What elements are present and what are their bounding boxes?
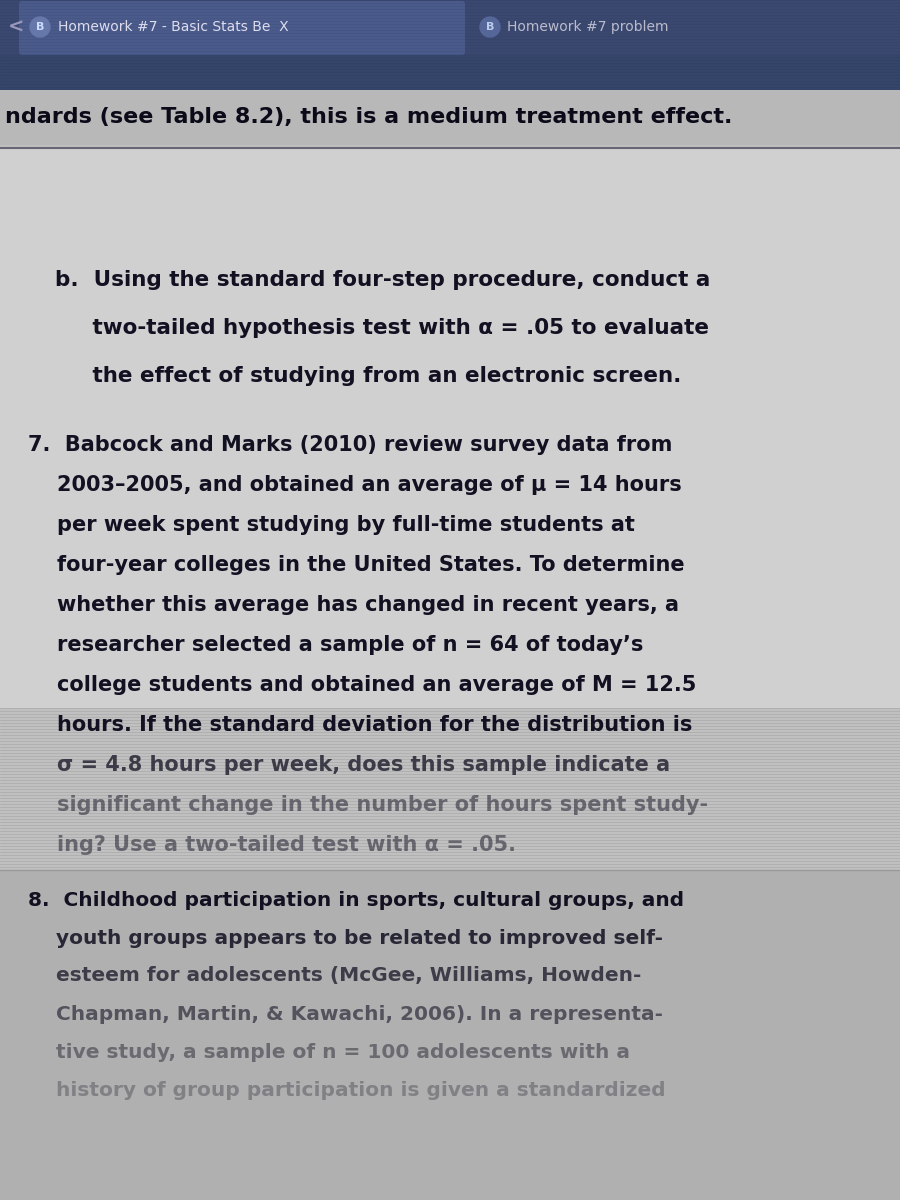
Text: <: < [8,18,24,36]
Text: hours. If the standard deviation for the distribution is: hours. If the standard deviation for the… [28,715,692,734]
Text: esteem for adolescents (McGee, Williams, Howden-: esteem for adolescents (McGee, Williams,… [28,966,642,985]
Text: Chapman, Martin, & Kawachi, 2006). In a representa-: Chapman, Martin, & Kawachi, 2006). In a … [28,1004,663,1024]
Circle shape [30,17,50,37]
Text: σ = 4.8 hours per week, does this sample indicate a: σ = 4.8 hours per week, does this sample… [28,755,670,775]
Text: history of group participation is given a standardized: history of group participation is given … [28,1080,666,1099]
FancyBboxPatch shape [19,1,465,55]
FancyBboxPatch shape [0,90,900,1200]
Text: two-tailed hypothesis test with α = .05 to evaluate: two-tailed hypothesis test with α = .05 … [55,318,709,338]
Text: Homework #7 - Basic Stats Be  X: Homework #7 - Basic Stats Be X [58,20,289,34]
Circle shape [480,17,500,37]
Text: B: B [36,22,44,32]
Text: 7.  Babcock and Marks (2010) review survey data from: 7. Babcock and Marks (2010) review surve… [28,434,672,455]
FancyBboxPatch shape [0,90,900,145]
Text: ndards (see Table 8.2), this is a medium treatment effect.: ndards (see Table 8.2), this is a medium… [5,108,733,127]
Text: four-year colleges in the United States. To determine: four-year colleges in the United States.… [28,554,685,575]
Text: per week spent studying by full-time students at: per week spent studying by full-time stu… [28,515,634,535]
Text: 2003–2005, and obtained an average of μ = 14 hours: 2003–2005, and obtained an average of μ … [28,475,682,494]
Text: ing? Use a two-tailed test with α = .05.: ing? Use a two-tailed test with α = .05. [28,835,516,854]
Text: significant change in the number of hours spent study-: significant change in the number of hour… [28,794,708,815]
Text: college students and obtained an average of M = 12.5: college students and obtained an average… [28,674,697,695]
Text: 8.  Childhood participation in sports, cultural groups, and: 8. Childhood participation in sports, cu… [28,890,684,910]
Text: researcher selected a sample of n = 64 of today’s: researcher selected a sample of n = 64 o… [28,635,643,655]
Text: whether this average has changed in recent years, a: whether this average has changed in rece… [28,595,679,614]
FancyBboxPatch shape [0,0,900,55]
Text: the effect of studying from an electronic screen.: the effect of studying from an electroni… [55,366,681,386]
FancyBboxPatch shape [0,55,900,90]
FancyBboxPatch shape [0,870,900,1200]
Text: b.  Using the standard four-step procedure, conduct a: b. Using the standard four-step procedur… [55,270,710,290]
Text: Homework #7 problem: Homework #7 problem [507,20,669,34]
Text: tive study, a sample of n = 100 adolescents with a: tive study, a sample of n = 100 adolesce… [28,1043,630,1062]
Text: youth groups appears to be related to improved self-: youth groups appears to be related to im… [28,929,663,948]
FancyBboxPatch shape [0,148,900,708]
Text: B: B [486,22,494,32]
